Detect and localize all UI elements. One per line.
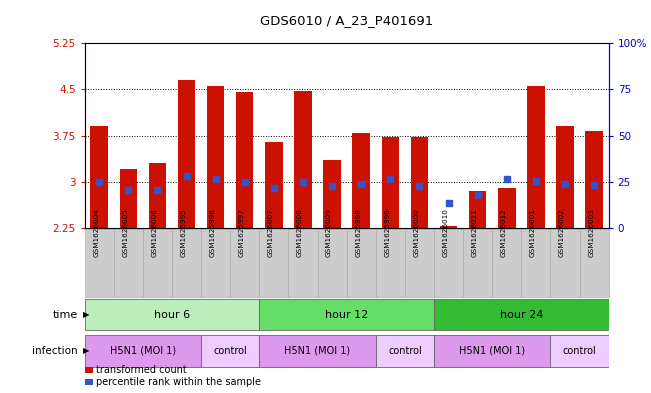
- Bar: [551, 335, 609, 367]
- Text: ▶: ▶: [83, 310, 89, 319]
- Text: GSM1625998: GSM1625998: [355, 208, 361, 257]
- Point: [152, 187, 163, 193]
- Text: GSM1626002: GSM1626002: [559, 208, 565, 257]
- Point: [182, 173, 192, 179]
- Bar: [585, 131, 603, 228]
- Bar: [265, 142, 283, 228]
- Bar: [434, 299, 609, 331]
- Bar: [114, 229, 143, 297]
- Point: [560, 180, 570, 187]
- Bar: [178, 80, 195, 228]
- Text: GSM1626008: GSM1626008: [297, 208, 303, 257]
- Text: hour 24: hour 24: [500, 310, 543, 320]
- Bar: [434, 229, 463, 297]
- Point: [94, 178, 104, 185]
- Point: [589, 182, 600, 189]
- Point: [473, 192, 483, 198]
- Bar: [440, 226, 457, 228]
- Bar: [201, 335, 259, 367]
- Text: GSM1626003: GSM1626003: [588, 208, 594, 257]
- Text: control: control: [214, 346, 247, 356]
- Bar: [498, 188, 516, 228]
- Bar: [579, 229, 609, 297]
- Bar: [259, 335, 376, 367]
- Bar: [259, 299, 434, 331]
- Bar: [469, 191, 486, 228]
- Bar: [527, 86, 545, 228]
- Text: H5N1 (MOI 1): H5N1 (MOI 1): [110, 346, 176, 356]
- Text: GSM1626000: GSM1626000: [413, 208, 419, 257]
- Point: [123, 187, 133, 193]
- Bar: [324, 160, 341, 228]
- Bar: [551, 229, 579, 297]
- Bar: [294, 91, 312, 228]
- Bar: [201, 229, 230, 297]
- Bar: [85, 229, 114, 297]
- Bar: [347, 229, 376, 297]
- Text: GSM1626006: GSM1626006: [152, 208, 158, 257]
- Text: GSM1626001: GSM1626001: [530, 208, 536, 257]
- Bar: [492, 229, 521, 297]
- Bar: [318, 229, 347, 297]
- Text: control: control: [388, 346, 422, 356]
- Bar: [85, 299, 259, 331]
- Bar: [230, 229, 259, 297]
- Point: [269, 185, 279, 191]
- Point: [501, 176, 512, 182]
- Point: [531, 177, 541, 184]
- Text: GSM1626005: GSM1626005: [122, 208, 128, 257]
- Bar: [405, 229, 434, 297]
- Text: transformed count: transformed count: [96, 365, 187, 375]
- Point: [240, 178, 250, 185]
- Bar: [172, 229, 201, 297]
- Bar: [376, 229, 405, 297]
- Bar: [148, 163, 166, 228]
- Bar: [434, 335, 551, 367]
- Bar: [556, 127, 574, 228]
- Bar: [120, 169, 137, 228]
- Point: [356, 180, 367, 187]
- Bar: [143, 229, 172, 297]
- Text: GSM1626011: GSM1626011: [472, 208, 478, 257]
- Bar: [411, 138, 428, 228]
- Bar: [85, 335, 201, 367]
- Bar: [463, 229, 492, 297]
- Bar: [207, 86, 225, 228]
- Text: percentile rank within the sample: percentile rank within the sample: [96, 377, 261, 387]
- Bar: [521, 229, 551, 297]
- Text: infection: infection: [33, 346, 78, 356]
- Text: GSM1626007: GSM1626007: [268, 208, 274, 257]
- Text: H5N1 (MOI 1): H5N1 (MOI 1): [459, 346, 525, 356]
- Bar: [352, 132, 370, 228]
- Text: hour 6: hour 6: [154, 310, 190, 320]
- Point: [327, 183, 337, 189]
- Text: hour 12: hour 12: [325, 310, 368, 320]
- Text: GSM1625997: GSM1625997: [239, 208, 245, 257]
- Text: GSM1625996: GSM1625996: [210, 208, 215, 257]
- Bar: [288, 229, 318, 297]
- Bar: [259, 229, 288, 297]
- Text: GSM1626004: GSM1626004: [93, 208, 99, 257]
- Text: H5N1 (MOI 1): H5N1 (MOI 1): [284, 346, 351, 356]
- Bar: [381, 137, 399, 228]
- Text: control: control: [562, 346, 596, 356]
- Bar: [376, 335, 434, 367]
- Point: [298, 178, 308, 185]
- Point: [443, 200, 454, 206]
- Point: [210, 176, 221, 182]
- Text: GSM1626012: GSM1626012: [501, 208, 506, 257]
- Point: [414, 183, 424, 189]
- Text: ▶: ▶: [83, 347, 89, 355]
- Bar: [90, 127, 108, 228]
- Text: GSM1626009: GSM1626009: [326, 208, 332, 257]
- Text: GSM1626010: GSM1626010: [443, 208, 449, 257]
- Point: [385, 176, 396, 182]
- Text: GSM1625995: GSM1625995: [180, 208, 187, 257]
- Text: time: time: [53, 310, 78, 320]
- Bar: [236, 92, 253, 228]
- Text: GDS6010 / A_23_P401691: GDS6010 / A_23_P401691: [260, 15, 434, 28]
- Text: GSM1625999: GSM1625999: [384, 208, 391, 257]
